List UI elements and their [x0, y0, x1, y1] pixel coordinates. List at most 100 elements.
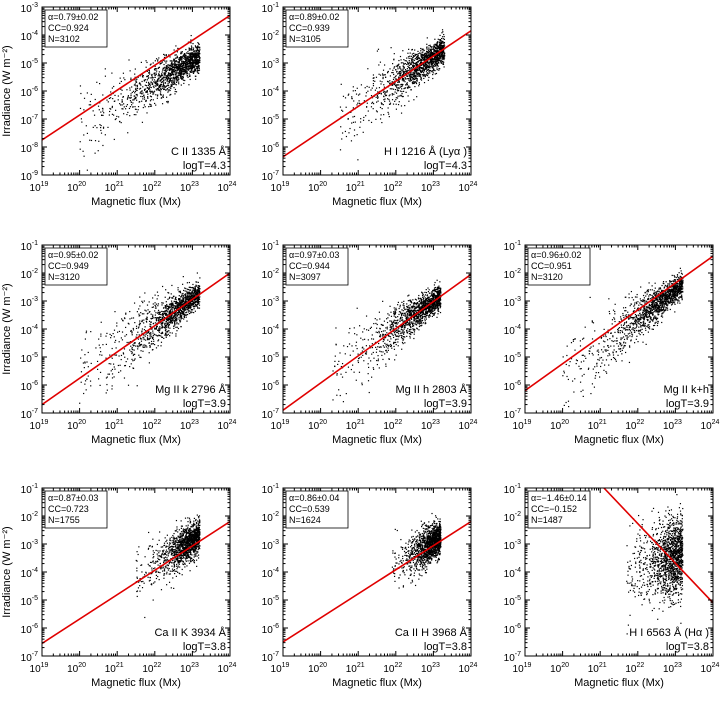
- scatter-point: [92, 110, 94, 112]
- scatter-point: [181, 309, 183, 312]
- scatter-point: [194, 61, 196, 64]
- scatter-point: [423, 59, 426, 61]
- scatter-point: [376, 94, 378, 97]
- scatter-point: [117, 364, 119, 367]
- scatter-point: [176, 79, 178, 81]
- scatter-point: [149, 346, 151, 348]
- scatter-point: [174, 93, 176, 95]
- scatter-point: [191, 63, 193, 65]
- scatter-point: [371, 102, 373, 104]
- scatter-point: [161, 312, 164, 315]
- scatter-point: [157, 319, 160, 322]
- scatter-point: [419, 67, 421, 69]
- scatter-point: [147, 309, 149, 311]
- scatter-point: [165, 77, 167, 79]
- scatter-point: [162, 302, 164, 304]
- scatter-point: [148, 311, 150, 313]
- scatter-point: [181, 312, 183, 314]
- scatter-point: [189, 295, 191, 297]
- scatter-point: [175, 296, 177, 299]
- scatter-point: [185, 305, 187, 307]
- scatter-point: [171, 303, 173, 305]
- scatter-point: [148, 83, 151, 86]
- scatter-point: [192, 66, 194, 69]
- scatter-point: [93, 114, 96, 116]
- scatter-point: [197, 56, 199, 58]
- scatter-point: [90, 104, 92, 106]
- scatter-point: [402, 62, 404, 64]
- scatter-point: [412, 65, 414, 67]
- scatter-point: [164, 76, 166, 78]
- scatter-point: [188, 291, 190, 293]
- scatter-point: [191, 51, 193, 54]
- scatter-point: [372, 77, 374, 79]
- scatter-point: [165, 333, 167, 335]
- scatter-point: [394, 82, 396, 84]
- scatter-point: [145, 310, 147, 312]
- scatter-point: [176, 66, 179, 69]
- x-tick-label: 1022: [383, 181, 402, 194]
- scatter-point: [439, 54, 441, 56]
- scatter-point: [177, 72, 179, 74]
- scatter-point: [163, 312, 166, 315]
- scatter-point: [418, 56, 420, 59]
- scatter-point: [441, 54, 443, 56]
- logt-label: logT=4.3: [183, 160, 226, 172]
- chart-panel-1: 1019 1020 1021 1022 1023 102410-910-810-710-6…: [1, 2, 237, 208]
- scatter-point: [356, 134, 358, 136]
- scatter-point: [377, 97, 379, 99]
- scatter-point: [176, 78, 178, 80]
- scatter-point: [182, 303, 184, 306]
- scatter-point: [112, 333, 114, 335]
- y-tick-exp: -6: [273, 142, 279, 149]
- scatter-point: [182, 300, 185, 303]
- scatter-point: [157, 83, 159, 86]
- scatter-point: [434, 64, 437, 66]
- scatter-point: [438, 55, 440, 57]
- scatter-point: [152, 314, 154, 316]
- scatter-point: [166, 314, 168, 316]
- scatter-point: [164, 66, 166, 68]
- scatter-point: [87, 351, 89, 354]
- scatter-point: [402, 78, 404, 80]
- scatter-point: [417, 73, 420, 75]
- scatter-point: [176, 330, 178, 332]
- scatter-point: [174, 307, 176, 309]
- scatter-point: [405, 70, 407, 72]
- scatter-point: [185, 309, 187, 311]
- scatter-point: [186, 313, 189, 316]
- scatter-point: [163, 59, 165, 62]
- scatter-point: [420, 54, 422, 56]
- y-tick-base: 10: [21, 60, 33, 71]
- scatter-point: [104, 134, 106, 136]
- scatter-point: [114, 100, 116, 102]
- scatter-point: [197, 300, 199, 302]
- scatter-point: [180, 71, 182, 73]
- scatter-point: [138, 342, 141, 344]
- scatter-point: [168, 324, 171, 326]
- scatter-point: [172, 304, 174, 306]
- scatter-point: [162, 314, 164, 317]
- scatter-point: [441, 52, 443, 54]
- scatter-point: [431, 63, 433, 65]
- scatter-point: [154, 74, 157, 76]
- scatter-point: [165, 328, 167, 330]
- scatter-point: [176, 318, 178, 320]
- scatter-point: [150, 321, 152, 323]
- scatter-point: [116, 115, 118, 118]
- scatter-point: [148, 362, 150, 364]
- scatter-point: [172, 68, 174, 71]
- scatter-point: [121, 331, 124, 333]
- scatter-point: [354, 90, 356, 92]
- scatter-point: [439, 52, 441, 54]
- scatter-point: [443, 66, 445, 68]
- scatter-point: [182, 76, 184, 78]
- scatter-point: [182, 79, 185, 81]
- scatter-point: [179, 290, 181, 292]
- scatter-point: [175, 333, 177, 335]
- scatter-point: [175, 73, 177, 76]
- scatter-point: [134, 68, 136, 70]
- scatter-point: [137, 331, 139, 333]
- scatter-point: [141, 90, 143, 92]
- scatter-point: [187, 295, 189, 297]
